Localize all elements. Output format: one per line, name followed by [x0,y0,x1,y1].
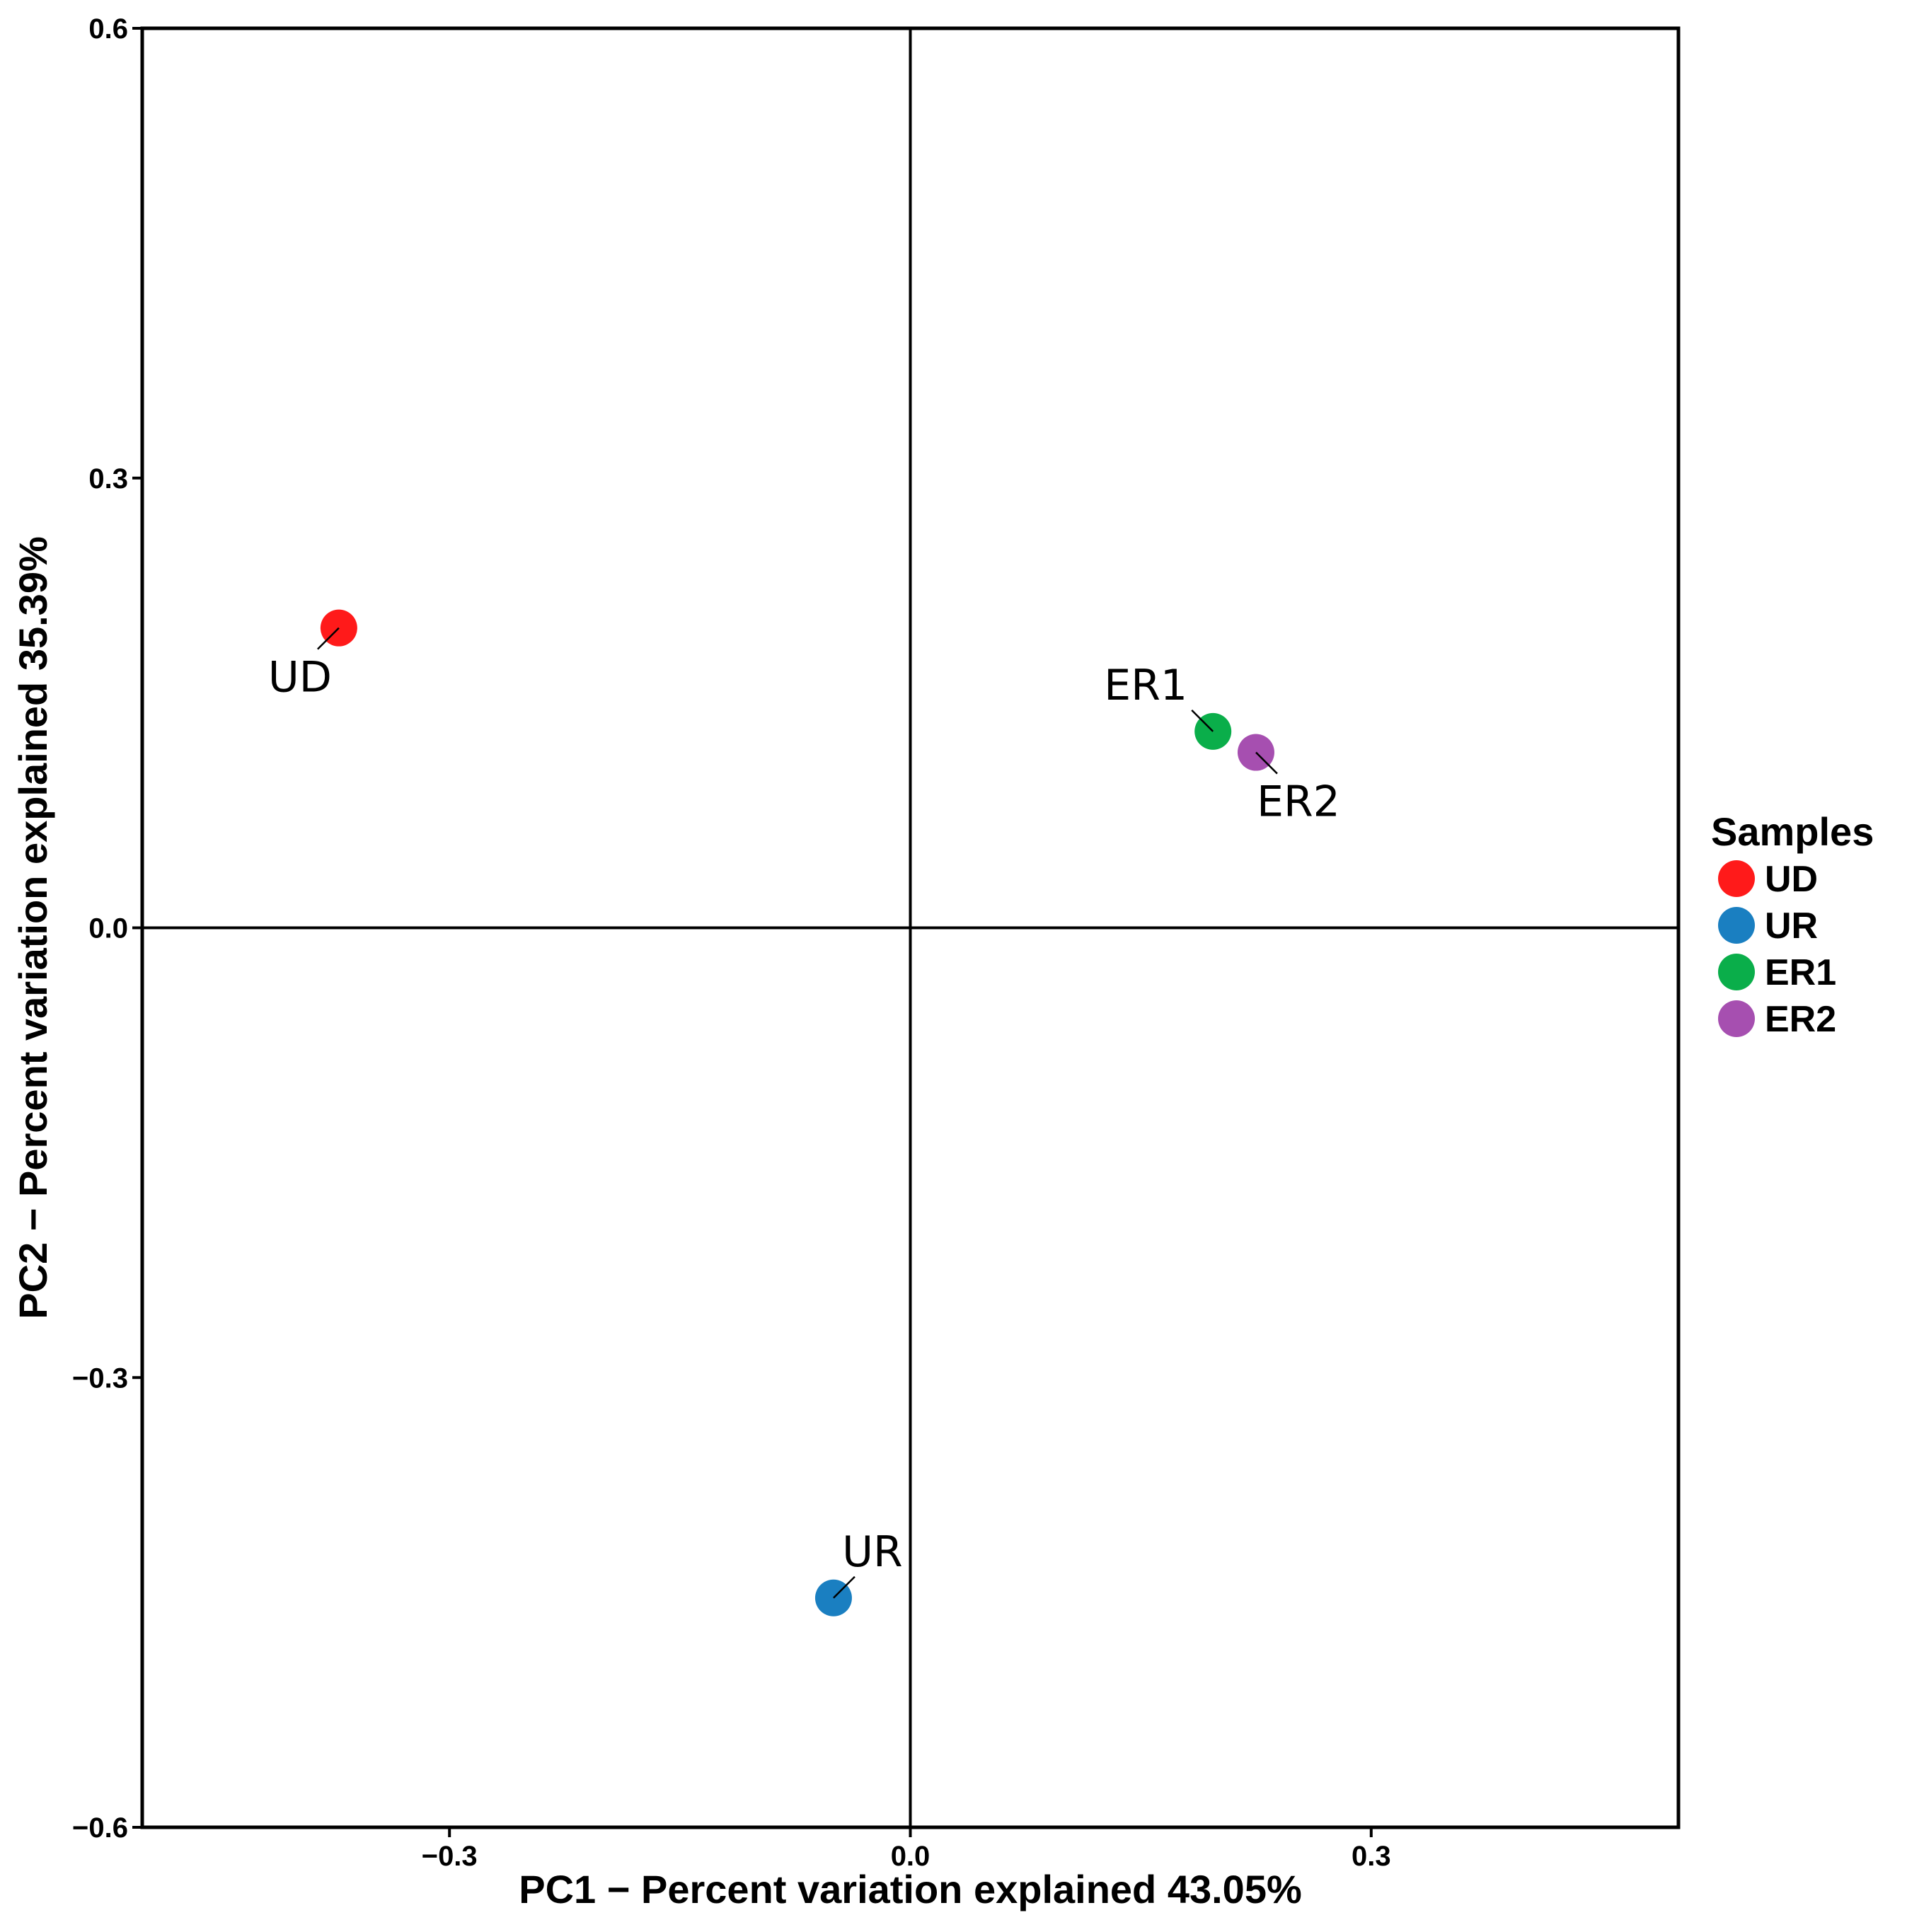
legend: Samples UD UR ER1 ER2 [1711,809,1874,1040]
data-points: UD UR ER1 ER2 [268,609,1340,1616]
legend-label-er2: ER2 [1765,999,1836,1040]
x-axis-title: PC1 − Percent variation explained 43.05% [519,1867,1302,1911]
leader-line-er2 [1255,751,1278,775]
y-axis-title: PC2 − Percent variation explained 35.39% [11,536,55,1319]
legend-label-ud: UD [1765,859,1818,900]
x-tick-label: −0.3 [422,1841,478,1872]
y-tick-label: −0.6 [72,1812,128,1844]
legend-key-er2 [1718,1000,1755,1037]
legend-title: Samples [1711,809,1874,854]
point-label-ur: UR [842,1527,903,1577]
legend-key-er1 [1718,954,1755,990]
y-tick-label: 0.3 [88,463,128,494]
axes: −0.3 0.0 0.3 0.6 0.3 0.0 −0.3 −0.6 [72,13,1391,1872]
y-tick-label: 0.6 [88,13,128,45]
leader-line-ud [317,627,340,650]
legend-label-ur: UR [1765,906,1818,947]
reference-lines [142,28,1678,1827]
x-tick-label: 0.0 [891,1841,931,1872]
legend-key-ud [1718,860,1755,897]
leader-line-ur [833,1575,855,1599]
point-label-ud: UD [268,653,332,702]
x-tick-label: 0.3 [1352,1841,1391,1872]
y-tick-label: −0.3 [72,1363,128,1394]
legend-key-ur [1718,907,1755,944]
point-label-er1: ER1 [1104,661,1187,710]
y-tick-label: 0.0 [88,913,128,944]
legend-label-er1: ER1 [1765,952,1836,993]
point-label-er2: ER2 [1257,777,1340,827]
leader-line-er1 [1191,710,1214,732]
